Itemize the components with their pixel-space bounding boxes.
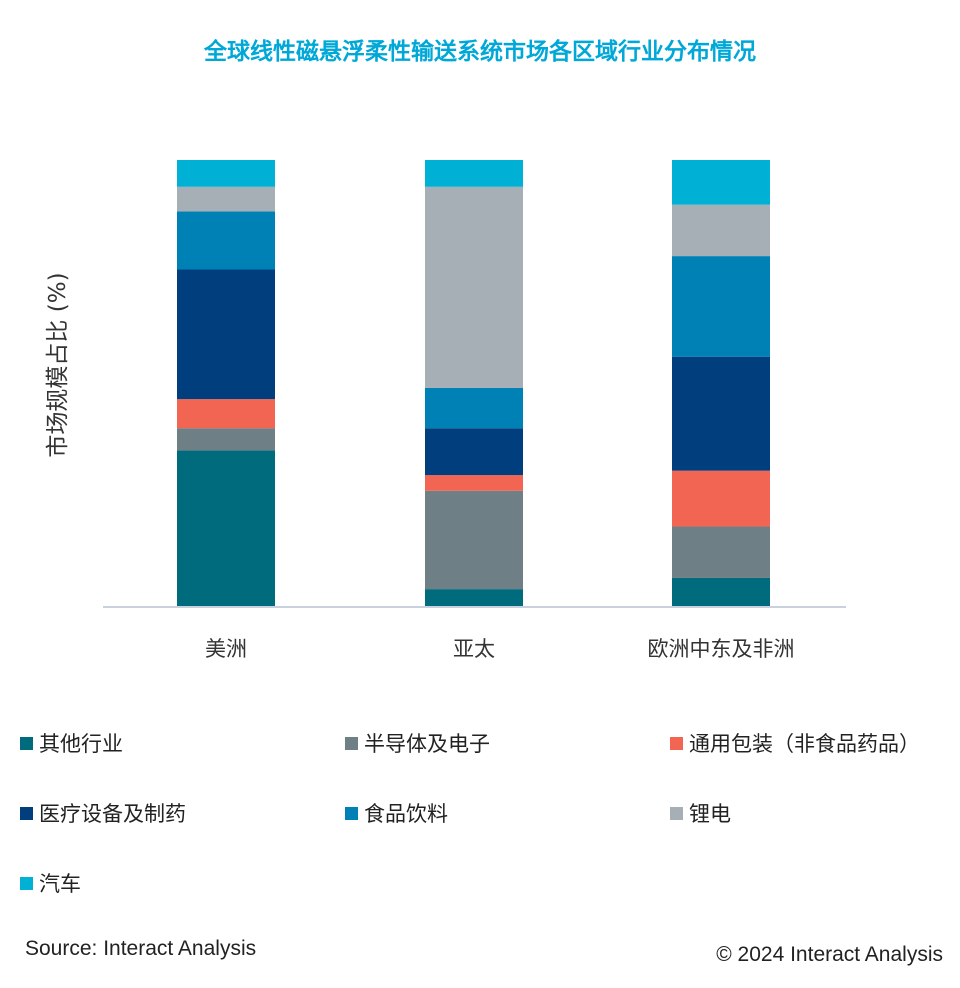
legend-label: 其他行业 [39,732,123,756]
bar-segment-1-6 [177,186,275,212]
x-tick-label: 亚太 [453,637,495,661]
bar-segment-2-7 [425,160,523,187]
bars-layer [177,160,770,607]
chart-plot: 美洲 亚太 欧洲中东及非洲 市场规模占比 (%) [45,160,846,661]
bar-segment-1-1 [177,450,275,607]
bar-segment-1-2 [177,428,275,451]
bar-segment-3-1 [672,577,770,607]
bar-segment-3-3 [672,470,770,527]
bar-segment-1-3 [177,399,275,429]
x-tick-labels: 美洲 亚太 欧洲中东及非洲 [205,637,795,661]
legend-item: 食品饮料 [345,798,448,828]
y-axis-label: 市场规模占比 (%) [45,272,71,457]
source-note: Source: Interact Analysis [25,937,257,960]
bar-segment-2-6 [425,186,523,388]
legend-label: 半导体及电子 [364,732,490,756]
legend-swatch [670,806,683,820]
legend-label: 汽车 [39,872,81,896]
legend-item: 通用包装（非食品药品） [670,728,920,758]
legend-item: 医疗设备及制药 [20,798,186,828]
bar-segment-2-1 [425,589,523,607]
bar-segment-1-4 [177,269,275,400]
chart-title: 全球线性磁悬浮柔性输送系统市场各区域行业分布情况 [204,39,756,65]
legend-swatch [345,806,358,820]
legend-label: 锂电 [689,802,731,826]
legend-swatch [20,806,33,820]
legend-swatch [20,736,33,750]
legend-label: 医疗设备及制药 [39,802,186,826]
legend-label: 通用包装（非食品药品） [689,732,920,756]
bar-segment-3-2 [672,526,770,578]
bar-segment-3-6 [672,204,770,257]
legend-swatch [345,736,358,750]
legend-swatch [670,736,683,750]
bar-segment-1-5 [177,211,275,270]
legend-label: 食品饮料 [364,802,448,826]
legend-swatch [20,876,33,890]
bar-segment-2-5 [425,387,523,429]
bar-segment-2-2 [425,490,523,590]
bar-segment-2-4 [425,428,523,476]
bar-segment-3-4 [672,356,770,471]
bar-segment-1-7 [177,160,275,187]
legend-item: 半导体及电子 [345,728,490,758]
legend-item: 锂电 [670,798,731,828]
bar-segment-2-3 [425,475,523,491]
bar-segment-3-7 [672,160,770,205]
copyright-note: © 2024 Interact Analysis [716,943,943,966]
legend-item: 汽车 [20,868,81,898]
x-tick-label: 欧洲中东及非洲 [648,637,795,661]
legend-item: 其他行业 [20,728,123,758]
x-tick-label: 美洲 [205,637,247,661]
bar-segment-3-5 [672,256,770,357]
